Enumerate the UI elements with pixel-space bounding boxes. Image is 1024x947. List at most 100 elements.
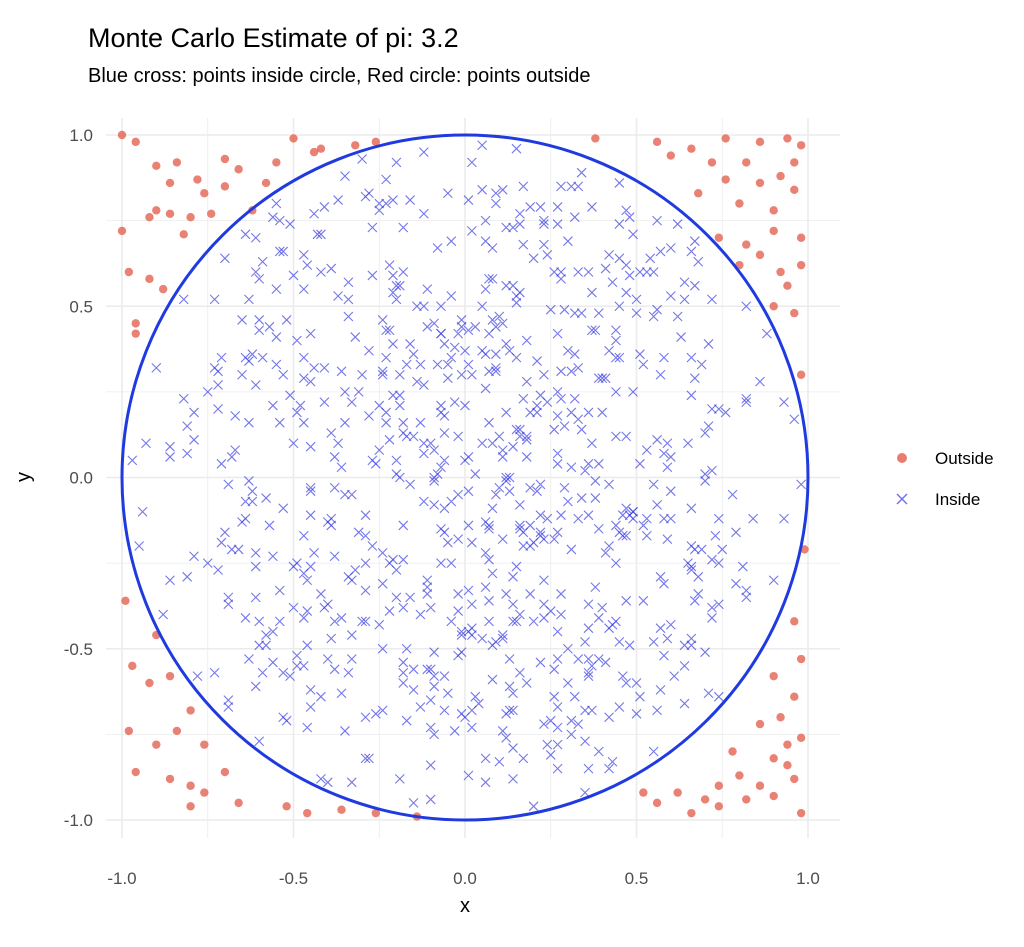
inside-point	[484, 417, 494, 428]
inside-point	[532, 486, 542, 497]
inside-point	[360, 530, 371, 541]
inside-point	[518, 753, 529, 764]
inside-point	[247, 349, 258, 360]
inside-point	[456, 369, 467, 380]
inside-point	[460, 455, 470, 466]
unit-circle	[120, 133, 810, 822]
inside-point	[504, 705, 515, 716]
inside-point	[648, 746, 659, 757]
inside-point	[511, 291, 522, 301]
inside-point	[741, 301, 752, 312]
outside-point	[639, 788, 648, 797]
outside-point	[742, 795, 751, 804]
inside-point	[556, 366, 566, 377]
outside-point	[220, 767, 230, 777]
inside-point	[501, 280, 512, 291]
inside-point	[346, 654, 357, 664]
inside-point	[264, 321, 275, 332]
outside-point	[186, 781, 195, 790]
inside-point	[312, 229, 323, 240]
inside-point	[460, 400, 470, 411]
inside-point	[298, 530, 309, 541]
inside-point	[707, 602, 717, 613]
inside-point	[539, 575, 549, 586]
inside-point	[696, 359, 707, 370]
inside-point	[254, 640, 265, 651]
inside-point	[731, 578, 741, 589]
inside-point	[268, 551, 278, 562]
legend-outside-marker	[897, 453, 907, 463]
inside-point	[398, 678, 409, 688]
inside-point	[665, 513, 676, 524]
outside-point	[158, 284, 168, 294]
inside-point	[662, 462, 673, 473]
inside-point	[604, 712, 614, 723]
inside-point	[182, 448, 193, 459]
outside-point	[755, 250, 765, 260]
inside-point	[261, 493, 271, 503]
inside-point	[374, 205, 385, 216]
outside-point	[289, 134, 298, 143]
y-axis-title: y	[13, 472, 35, 482]
inside-point	[250, 681, 261, 692]
inside-point	[343, 277, 354, 288]
inside-point	[659, 650, 669, 661]
inside-point	[292, 335, 302, 346]
inside-point	[250, 232, 261, 243]
inside-point	[652, 304, 662, 315]
inside-point	[593, 746, 604, 757]
inside-point	[463, 359, 474, 370]
inside-point	[552, 219, 563, 229]
inside-point	[254, 616, 265, 627]
inside-point	[298, 613, 309, 623]
inside-point	[453, 589, 464, 599]
inside-point	[604, 541, 614, 551]
inside-point	[418, 448, 429, 459]
inside-point	[453, 328, 464, 339]
inside-point	[305, 702, 316, 712]
inside-point	[463, 486, 474, 497]
outside-point	[735, 199, 744, 208]
inside-point	[638, 520, 649, 531]
inside-point	[655, 369, 666, 380]
outside-point	[117, 130, 127, 140]
inside-point	[278, 246, 289, 257]
inside-point	[549, 424, 560, 435]
inside-point	[316, 774, 326, 784]
inside-point	[528, 616, 539, 627]
inside-point	[737, 561, 748, 572]
inside-point	[429, 445, 440, 455]
inside-point	[316, 267, 326, 277]
inside-point	[477, 633, 488, 644]
inside-point	[487, 640, 498, 651]
inside-point	[319, 397, 330, 408]
outside-point	[783, 740, 792, 749]
inside-point	[576, 167, 587, 178]
inside-point	[415, 359, 426, 370]
inside-point	[600, 373, 611, 384]
inside-point	[425, 438, 436, 449]
inside-point	[607, 756, 618, 767]
inside-point	[508, 688, 518, 699]
inside-point	[635, 458, 645, 469]
inside-point	[466, 722, 477, 733]
inside-point	[446, 291, 457, 301]
inside-point	[583, 654, 594, 664]
inside-point	[442, 537, 453, 548]
inside-point	[580, 637, 590, 647]
inside-point	[552, 410, 563, 421]
x-axis-ticks: -1.0 -0.5 0.0 0.5 1.0	[107, 869, 819, 888]
inside-point	[377, 315, 388, 325]
inside-point	[240, 513, 251, 524]
inside-point	[552, 527, 563, 538]
inside-point	[360, 558, 371, 569]
inside-point	[521, 678, 532, 688]
outside-point	[282, 802, 291, 811]
inside-point	[391, 592, 402, 603]
inside-point	[484, 523, 494, 534]
inside-point	[340, 386, 350, 397]
inside-point	[405, 592, 416, 603]
outside-point	[769, 226, 778, 236]
outside-point	[145, 274, 154, 284]
inside-point	[377, 705, 388, 716]
